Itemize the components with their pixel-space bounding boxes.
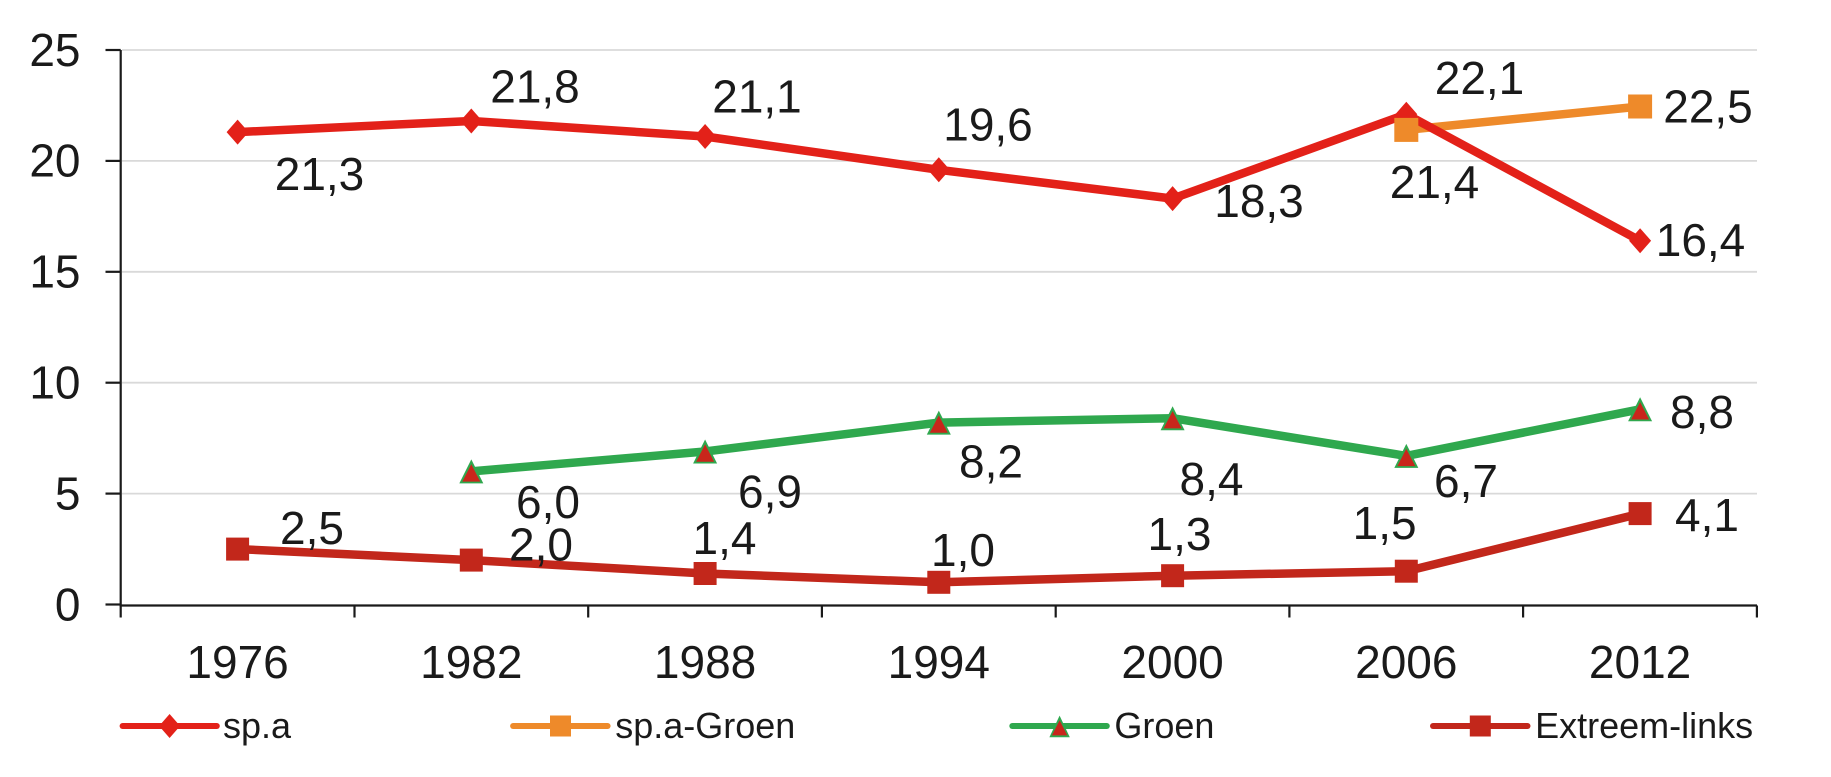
svg-text:8,2: 8,2 xyxy=(959,436,1023,488)
svg-text:4,1: 4,1 xyxy=(1675,489,1739,541)
svg-text:8,8: 8,8 xyxy=(1670,386,1734,438)
svg-text:2,0: 2,0 xyxy=(509,519,573,571)
svg-text:21,8: 21,8 xyxy=(490,61,580,113)
svg-text:1994: 1994 xyxy=(888,636,990,688)
svg-text:20: 20 xyxy=(29,135,80,187)
svg-text:2006: 2006 xyxy=(1355,636,1457,688)
svg-text:1,3: 1,3 xyxy=(1148,508,1212,560)
svg-text:Groen: Groen xyxy=(1114,705,1214,746)
svg-text:19,6: 19,6 xyxy=(943,99,1033,151)
svg-text:21,3: 21,3 xyxy=(275,148,365,200)
svg-text:22,5: 22,5 xyxy=(1663,81,1753,133)
svg-text:2000: 2000 xyxy=(1121,636,1223,688)
svg-text:6,7: 6,7 xyxy=(1434,455,1498,507)
svg-text:10: 10 xyxy=(29,357,80,409)
svg-text:sp.a: sp.a xyxy=(223,705,292,746)
svg-text:18,3: 18,3 xyxy=(1214,175,1304,227)
svg-text:16,4: 16,4 xyxy=(1656,214,1746,266)
svg-text:5: 5 xyxy=(55,467,81,519)
svg-text:15: 15 xyxy=(29,246,80,298)
svg-text:25: 25 xyxy=(29,24,80,76)
svg-text:sp.a-Groen: sp.a-Groen xyxy=(615,705,795,746)
svg-text:22,1: 22,1 xyxy=(1435,52,1525,104)
svg-text:Extreem-links: Extreem-links xyxy=(1535,705,1753,746)
svg-text:1976: 1976 xyxy=(186,636,288,688)
svg-text:8,4: 8,4 xyxy=(1180,453,1244,505)
svg-text:2012: 2012 xyxy=(1589,636,1691,688)
svg-text:1,4: 1,4 xyxy=(693,512,757,564)
svg-text:1,5: 1,5 xyxy=(1353,497,1417,549)
svg-text:21,4: 21,4 xyxy=(1390,156,1480,208)
svg-text:0: 0 xyxy=(55,578,81,630)
svg-text:21,1: 21,1 xyxy=(712,71,802,123)
svg-text:1982: 1982 xyxy=(420,636,522,688)
svg-text:6,9: 6,9 xyxy=(738,466,802,518)
svg-text:2,5: 2,5 xyxy=(280,502,344,554)
svg-text:1988: 1988 xyxy=(654,636,756,688)
svg-text:6,0: 6,0 xyxy=(516,476,580,528)
svg-text:1,0: 1,0 xyxy=(931,524,995,576)
